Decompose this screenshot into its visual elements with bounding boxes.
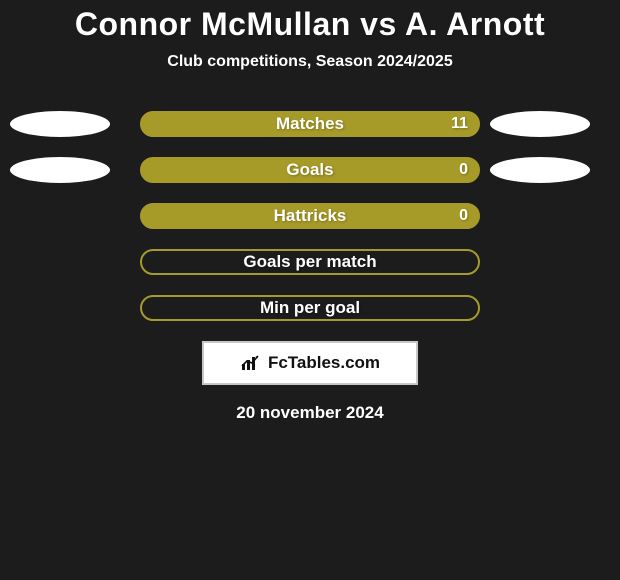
stat-label: Min per goal — [260, 298, 360, 318]
stat-bar: Goals per match — [140, 249, 480, 275]
page-title: Connor McMullan vs A. Arnott — [75, 6, 545, 43]
player-left-ellipse — [10, 111, 110, 137]
stat-bar: Goals 0 — [140, 157, 480, 183]
stat-label: Goals — [286, 160, 333, 180]
stat-row: Goals 0 — [0, 157, 620, 183]
player-right-ellipse — [490, 157, 590, 183]
stat-bar: Matches 11 — [140, 111, 480, 137]
stat-bar: Min per goal — [140, 295, 480, 321]
brand-badge: FcTables.com — [202, 341, 418, 385]
brand-text: FcTables.com — [268, 353, 380, 373]
stat-bar: Hattricks 0 — [140, 203, 480, 229]
stat-row: Matches 11 — [0, 111, 620, 137]
player-right-ellipse — [490, 111, 590, 137]
stat-row: Goals per match — [0, 249, 620, 275]
subtitle: Club competitions, Season 2024/2025 — [167, 53, 452, 71]
stat-value: 0 — [459, 207, 468, 225]
stat-row: Min per goal — [0, 295, 620, 321]
brand-chart-icon — [240, 354, 262, 372]
stat-bars: Matches 11 Goals 0 Hattricks 0 Goals per match… — [0, 111, 620, 321]
stat-value: 0 — [459, 161, 468, 179]
date-line: 20 november 2024 — [236, 403, 383, 423]
stat-value: 11 — [451, 115, 468, 133]
stat-row: Hattricks 0 — [0, 203, 620, 229]
stat-label: Matches — [276, 114, 344, 134]
player-left-ellipse — [10, 157, 110, 183]
stat-label: Goals per match — [243, 252, 376, 272]
stat-label: Hattricks — [274, 206, 347, 226]
